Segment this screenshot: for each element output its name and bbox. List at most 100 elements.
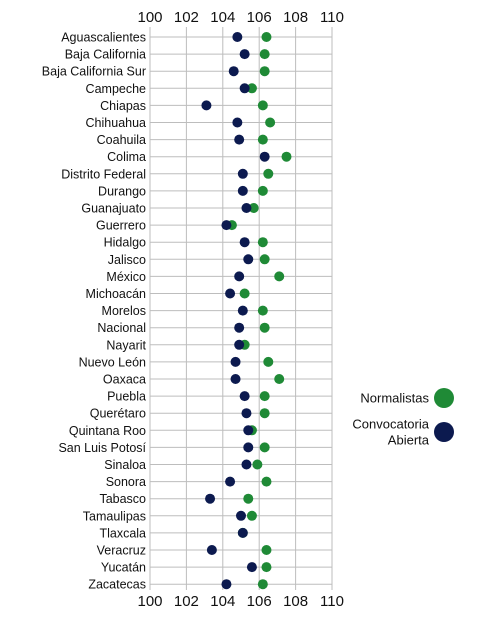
convocatoria-abierta-point (237, 168, 248, 179)
convocatoria-abierta-point (234, 271, 245, 282)
legend-label-convocatoria-abierta: Convocatoria Abierta (352, 417, 429, 448)
convocatoria-abierta-point (234, 134, 245, 145)
category-label: México (106, 270, 146, 284)
convocatoria-abierta-point (221, 579, 232, 590)
legend-marker-convocatoria-abierta (434, 422, 454, 442)
normalistas-point (246, 510, 257, 521)
normalistas-point (259, 322, 270, 333)
normalistas-point (259, 66, 270, 77)
convocatoria-abierta-point (205, 493, 216, 504)
normalistas-point (248, 203, 259, 213)
normalistas-point (259, 49, 270, 60)
convocatoria-abierta-point (246, 562, 257, 573)
category-label: Zacatecas (88, 578, 146, 592)
normalistas-point (259, 408, 270, 419)
convocatoria-abierta-point (239, 83, 250, 94)
convocatoria-abierta-point (234, 322, 245, 333)
convocatoria-abierta-point (243, 442, 254, 453)
category-label: Yucatán (101, 561, 146, 575)
normalistas-point (263, 168, 274, 179)
normalistas-point (259, 442, 270, 453)
x-tick-label: 108 (283, 593, 308, 610)
x-axis-top: 100 102 104 106 108 110 (137, 9, 343, 26)
category-label: Nayarit (106, 338, 146, 352)
category-label: Baja California (65, 48, 146, 62)
normalistas-point (257, 579, 268, 590)
category-label: Puebla (107, 390, 146, 404)
category-label: Quintana Roo (69, 424, 146, 438)
category-label: Nuevo León (79, 355, 146, 369)
category-label: Querétaro (90, 407, 146, 421)
normalistas-point (274, 374, 285, 384)
category-label: Tamaulipas (83, 509, 146, 523)
convocatoria-abierta-point (221, 220, 232, 231)
x-tick-label: 110 (320, 9, 344, 26)
normalistas-point (257, 185, 268, 196)
category-label: Distrito Federal (61, 167, 146, 181)
data-points (201, 32, 292, 590)
category-label: Aguascalientes (61, 31, 146, 45)
normalistas-point (257, 100, 268, 111)
x-tick-label: 100 (137, 593, 162, 610)
category-label: Jalisco (108, 253, 146, 267)
convocatoria-abierta-point (228, 66, 239, 77)
category-label: Coahuila (97, 133, 146, 147)
normalistas-point (257, 237, 268, 248)
normalistas-point (246, 83, 257, 94)
convocatoria-abierta-point (241, 203, 252, 213)
normalistas-point (239, 288, 250, 299)
convocatoria-abierta-point (225, 476, 236, 487)
convocatoria-abierta-point (225, 288, 236, 299)
category-label: Hidalgo (104, 236, 146, 250)
category-label: Veracruz (97, 544, 146, 558)
category-label: Guanajuato (81, 202, 146, 216)
normalistas-point (261, 545, 272, 555)
category-label: Nacional (97, 321, 146, 335)
convocatoria-abierta-point (239, 391, 250, 402)
category-labels: Aguascalientes Baja California Baja Califo… (42, 31, 147, 592)
x-tick-label: 104 (210, 9, 235, 26)
category-label: San Luis Potosí (58, 441, 146, 455)
category-label: Sonora (106, 475, 146, 489)
x-tick-label: 100 (137, 9, 162, 26)
convocatoria-abierta-point (230, 356, 241, 367)
category-label: Chiapas (100, 99, 146, 113)
category-label: Sinaloa (104, 458, 146, 472)
x-tick-label: 106 (247, 593, 272, 610)
normalistas-point (252, 459, 263, 470)
convocatoria-abierta-point (241, 408, 252, 419)
category-label: Michoacán (86, 287, 146, 301)
convocatoria-abierta-point (201, 100, 212, 111)
category-label: Oaxaca (103, 373, 146, 387)
legend: Normalistas Convocatoria Abierta (352, 388, 454, 448)
convocatoria-abierta-point (237, 185, 248, 196)
category-label: Tabasco (99, 492, 146, 506)
category-label: Campeche (86, 82, 146, 96)
normalistas-point (261, 476, 272, 487)
x-tick-label: 104 (210, 593, 235, 610)
normalistas-point (263, 356, 274, 367)
x-tick-label: 102 (174, 9, 199, 26)
convocatoria-abierta-point (234, 339, 245, 350)
category-label: Chihuahua (86, 116, 147, 130)
normalistas-point (265, 117, 276, 128)
normalistas-point (274, 271, 285, 282)
legend-label-normalistas: Normalistas (360, 391, 429, 406)
category-label: Morelos (102, 304, 146, 318)
category-label: Durango (98, 184, 146, 198)
convocatoria-abierta-point (232, 32, 243, 42)
category-label: Guerrero (96, 219, 146, 233)
x-tick-label: 108 (283, 9, 308, 26)
convocatoria-abierta-point (236, 510, 246, 521)
normalistas-point (261, 32, 272, 42)
category-label: Colima (107, 150, 146, 164)
convocatoria-abierta-point (239, 49, 250, 60)
convocatoria-abierta-point (230, 374, 241, 384)
x-tick-label: 110 (320, 593, 344, 610)
category-label: Baja California Sur (42, 65, 146, 79)
normalistas-point (259, 391, 270, 402)
normalistas-point (243, 493, 254, 504)
convocatoria-abierta-point (241, 459, 252, 470)
normalistas-point (281, 151, 292, 162)
